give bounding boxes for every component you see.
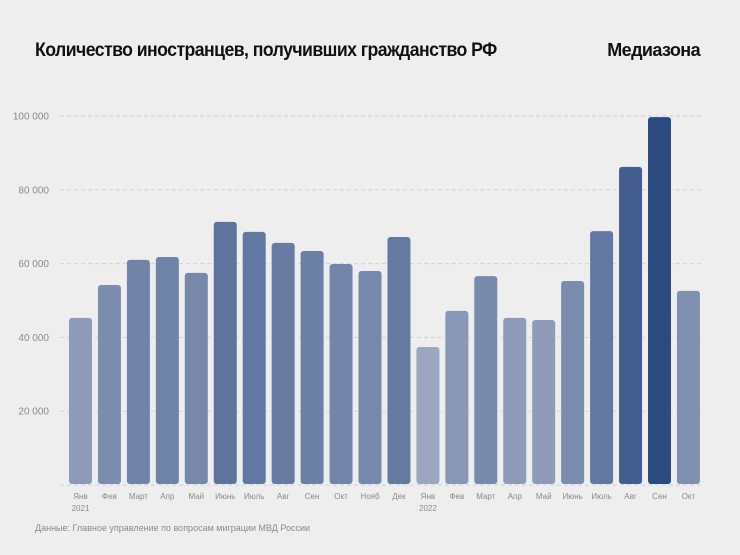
bar <box>648 117 671 485</box>
year-label: 2022 <box>419 504 437 513</box>
year-label: 2021 <box>72 504 90 513</box>
bar <box>358 270 382 484</box>
bar <box>619 166 643 484</box>
bar <box>329 263 353 484</box>
bar <box>676 290 700 484</box>
x-tick-label: Июнь <box>562 492 582 501</box>
bar <box>213 221 237 484</box>
x-tick-label: Янв <box>421 492 435 501</box>
bar <box>445 310 469 484</box>
x-tick-label: Апр <box>160 492 175 501</box>
bar <box>97 285 121 484</box>
bar <box>184 272 208 484</box>
bar <box>69 317 92 484</box>
y-tick-label: 80 000 <box>18 185 49 196</box>
x-tick-label: Авг <box>624 492 637 501</box>
bar-chart: 20 000 40 000 60 000 80 000 100 000 Янв 2021 Фе… <box>13 112 703 513</box>
x-tick-label: Июль <box>591 492 611 501</box>
x-tick-label: Сен <box>652 492 667 501</box>
x-tick-label: Окт <box>334 492 348 501</box>
x-tick-label: Апр <box>508 492 523 501</box>
y-tick-label: 40 000 <box>18 333 49 344</box>
x-tick-label: Янв <box>73 492 87 501</box>
x-tick-label: Сен <box>305 492 320 501</box>
x-tick-label: Июль <box>244 492 264 501</box>
x-tick-label: Фев <box>449 492 464 501</box>
x-tick-label: Дек <box>392 492 406 501</box>
bar <box>474 276 498 484</box>
bar <box>271 242 295 484</box>
x-tick-label: Окт <box>682 492 696 501</box>
bar <box>503 317 527 484</box>
x-tick-label: Март <box>129 492 148 501</box>
chart-title: Количество иностранцев, получивших гражд… <box>35 40 497 61</box>
y-tick-label: 60 000 <box>18 259 49 270</box>
source-note: Данные: Главное управление по вопросам м… <box>35 523 311 533</box>
x-tick-label: Май <box>188 492 204 501</box>
bar <box>155 256 179 484</box>
x-tick-label: Май <box>536 492 552 501</box>
x-tick-label: Июнь <box>215 492 235 501</box>
bar <box>387 237 411 484</box>
bar <box>590 231 614 484</box>
bar <box>242 231 266 484</box>
bar <box>532 320 556 484</box>
bar <box>416 346 440 484</box>
bar <box>126 259 150 484</box>
x-tick-label: Нояб <box>360 492 380 501</box>
brand-logo: Медиазона <box>607 40 700 60</box>
x-tick-label: Фев <box>102 492 117 501</box>
x-tick-label: Март <box>476 492 495 501</box>
y-tick-label: 20 000 <box>18 407 49 418</box>
x-tick-label: Авг <box>277 492 290 501</box>
bar <box>300 251 324 484</box>
y-tick-label: 100 000 <box>13 112 50 123</box>
bar <box>561 280 585 484</box>
